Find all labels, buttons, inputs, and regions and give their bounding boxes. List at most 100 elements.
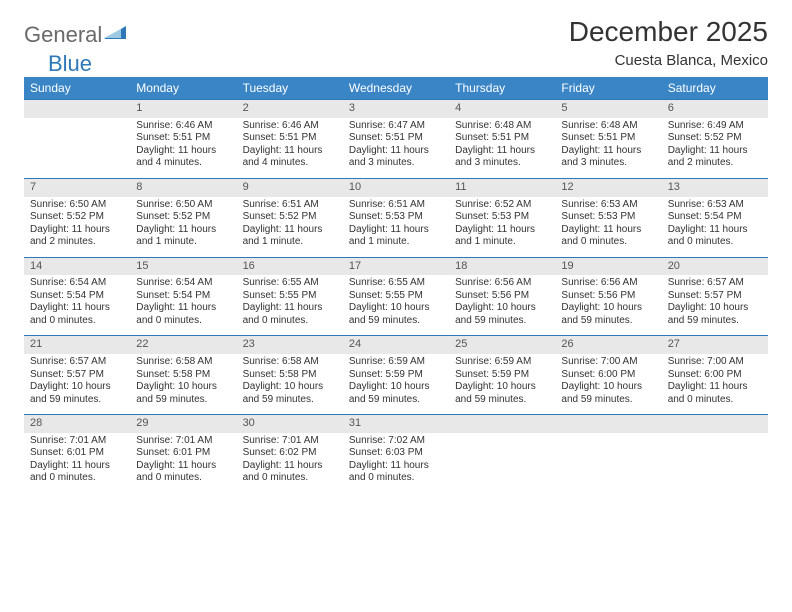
day-line: Sunrise: 6:50 AM bbox=[136, 199, 230, 212]
day-number: 19 bbox=[555, 257, 661, 276]
day-line bbox=[561, 435, 655, 448]
day-line: Sunset: 5:53 PM bbox=[561, 211, 655, 224]
day-body: Sunrise: 7:01 AMSunset: 6:01 PMDaylight:… bbox=[130, 433, 236, 493]
day-line: Daylight: 11 hours bbox=[243, 460, 337, 473]
day-number bbox=[24, 99, 130, 118]
day-number: 6 bbox=[662, 99, 768, 118]
day-line: Daylight: 10 hours bbox=[243, 381, 337, 394]
day-body: Sunrise: 6:57 AMSunset: 5:57 PMDaylight:… bbox=[24, 354, 130, 414]
day-line: Sunset: 5:56 PM bbox=[561, 290, 655, 303]
day-body bbox=[662, 433, 768, 493]
day-line: Sunset: 5:51 PM bbox=[455, 132, 549, 145]
day-line: Daylight: 11 hours bbox=[349, 460, 443, 473]
day-line: Sunset: 5:51 PM bbox=[243, 132, 337, 145]
day-line bbox=[561, 460, 655, 473]
day-line: Sunset: 5:59 PM bbox=[455, 369, 549, 382]
day-body: Sunrise: 7:00 AMSunset: 6:00 PMDaylight:… bbox=[662, 354, 768, 414]
day-line: and 1 minute. bbox=[136, 236, 230, 249]
day-number: 30 bbox=[237, 414, 343, 433]
day-number: 4 bbox=[449, 99, 555, 118]
day-line: Sunrise: 6:57 AM bbox=[668, 277, 762, 290]
day-line bbox=[30, 132, 124, 145]
day-line: Sunset: 5:54 PM bbox=[30, 290, 124, 303]
day-number: 8 bbox=[130, 178, 236, 197]
day-number: 17 bbox=[343, 257, 449, 276]
day-line: Sunrise: 6:53 AM bbox=[668, 199, 762, 212]
day-line bbox=[30, 157, 124, 170]
calendar-daybody-row: Sunrise: 6:54 AMSunset: 5:54 PMDaylight:… bbox=[24, 275, 768, 335]
day-number: 7 bbox=[24, 178, 130, 197]
day-line: Sunrise: 6:46 AM bbox=[243, 120, 337, 133]
day-line: Sunset: 5:52 PM bbox=[136, 211, 230, 224]
page-title: December 2025 bbox=[569, 16, 768, 48]
day-number: 3 bbox=[343, 99, 449, 118]
day-line: Daylight: 11 hours bbox=[243, 145, 337, 158]
day-body: Sunrise: 6:59 AMSunset: 5:59 PMDaylight:… bbox=[449, 354, 555, 414]
day-line: Sunset: 5:51 PM bbox=[136, 132, 230, 145]
subtitle: Cuesta Blanca, Mexico bbox=[569, 52, 768, 69]
day-number: 13 bbox=[662, 178, 768, 197]
day-body: Sunrise: 6:46 AMSunset: 5:51 PMDaylight:… bbox=[130, 118, 236, 178]
day-line: Sunset: 6:01 PM bbox=[136, 447, 230, 460]
day-line: and 1 minute. bbox=[349, 236, 443, 249]
day-line: Sunset: 5:57 PM bbox=[668, 290, 762, 303]
day-line: Sunrise: 6:51 AM bbox=[349, 199, 443, 212]
weekday-saturday: Saturday bbox=[662, 77, 768, 99]
day-number: 29 bbox=[130, 414, 236, 433]
day-line: Sunrise: 6:58 AM bbox=[136, 356, 230, 369]
day-body: Sunrise: 6:52 AMSunset: 5:53 PMDaylight:… bbox=[449, 197, 555, 257]
day-line: and 59 minutes. bbox=[455, 394, 549, 407]
day-line: Daylight: 11 hours bbox=[668, 381, 762, 394]
day-line: and 0 minutes. bbox=[561, 236, 655, 249]
day-line: Sunrise: 6:48 AM bbox=[561, 120, 655, 133]
day-line: Sunset: 5:51 PM bbox=[349, 132, 443, 145]
day-line: and 59 minutes. bbox=[561, 394, 655, 407]
day-line: and 0 minutes. bbox=[136, 472, 230, 485]
weekday-thursday: Thursday bbox=[449, 77, 555, 99]
day-number: 28 bbox=[24, 414, 130, 433]
day-line bbox=[30, 145, 124, 158]
day-body: Sunrise: 7:00 AMSunset: 6:00 PMDaylight:… bbox=[555, 354, 661, 414]
day-line: and 59 minutes. bbox=[349, 394, 443, 407]
calendar-daynum-row: 123456 bbox=[24, 99, 768, 118]
day-body bbox=[555, 433, 661, 493]
weekday-header-row: Sunday Monday Tuesday Wednesday Thursday… bbox=[24, 77, 768, 99]
day-line: and 0 minutes. bbox=[30, 472, 124, 485]
logo: General bbox=[24, 16, 128, 48]
day-line bbox=[561, 447, 655, 460]
day-line: Sunrise: 6:53 AM bbox=[561, 199, 655, 212]
day-line: and 0 minutes. bbox=[243, 472, 337, 485]
day-line: Sunset: 5:58 PM bbox=[243, 369, 337, 382]
day-line: and 0 minutes. bbox=[30, 315, 124, 328]
day-line: Daylight: 10 hours bbox=[349, 302, 443, 315]
day-body: Sunrise: 6:47 AMSunset: 5:51 PMDaylight:… bbox=[343, 118, 449, 178]
day-body: Sunrise: 6:56 AMSunset: 5:56 PMDaylight:… bbox=[555, 275, 661, 335]
day-line: Daylight: 11 hours bbox=[668, 224, 762, 237]
day-line: and 0 minutes. bbox=[136, 315, 230, 328]
day-line: and 4 minutes. bbox=[136, 157, 230, 170]
day-number: 5 bbox=[555, 99, 661, 118]
day-line: Sunset: 5:55 PM bbox=[349, 290, 443, 303]
day-body: Sunrise: 6:56 AMSunset: 5:56 PMDaylight:… bbox=[449, 275, 555, 335]
day-line: and 2 minutes. bbox=[668, 157, 762, 170]
day-line: Daylight: 11 hours bbox=[455, 145, 549, 158]
weekday-wednesday: Wednesday bbox=[343, 77, 449, 99]
calendar-table: Sunday Monday Tuesday Wednesday Thursday… bbox=[24, 77, 768, 493]
day-line: Sunset: 5:56 PM bbox=[455, 290, 549, 303]
day-line: Sunrise: 6:50 AM bbox=[30, 199, 124, 212]
day-line: and 59 minutes. bbox=[455, 315, 549, 328]
day-number: 14 bbox=[24, 257, 130, 276]
day-body: Sunrise: 7:01 AMSunset: 6:02 PMDaylight:… bbox=[237, 433, 343, 493]
day-line: Sunset: 5:51 PM bbox=[561, 132, 655, 145]
day-line: Sunset: 5:53 PM bbox=[455, 211, 549, 224]
day-line: Sunrise: 7:00 AM bbox=[668, 356, 762, 369]
day-line: Daylight: 11 hours bbox=[349, 145, 443, 158]
day-line: Sunrise: 6:58 AM bbox=[243, 356, 337, 369]
day-line: Sunset: 5:59 PM bbox=[349, 369, 443, 382]
day-line: Daylight: 11 hours bbox=[136, 460, 230, 473]
day-body: Sunrise: 6:48 AMSunset: 5:51 PMDaylight:… bbox=[555, 118, 661, 178]
day-line: Sunrise: 6:59 AM bbox=[349, 356, 443, 369]
day-body: Sunrise: 7:02 AMSunset: 6:03 PMDaylight:… bbox=[343, 433, 449, 493]
day-line: Sunrise: 6:47 AM bbox=[349, 120, 443, 133]
calendar-daybody-row: Sunrise: 6:46 AMSunset: 5:51 PMDaylight:… bbox=[24, 118, 768, 178]
